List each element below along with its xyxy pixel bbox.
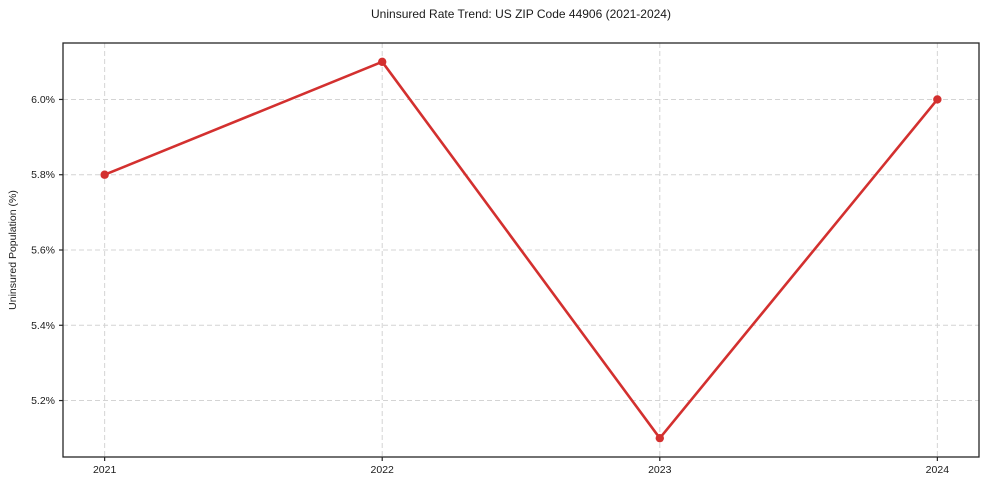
x-tick-label: 2022: [371, 464, 395, 476]
data-point-2021: [100, 170, 109, 179]
y-tick-label: 6.0%: [31, 94, 55, 106]
trend-line: [103, 60, 939, 440]
x-tick-label: 2023: [648, 464, 672, 476]
data-point-2023: [655, 433, 664, 443]
x-tick-label: 2021: [93, 464, 117, 476]
y-tick-label: 5.6%: [31, 245, 55, 257]
chart-title: Uninsured Rate Trend: US ZIP Code 44906 …: [371, 7, 671, 21]
y-tick-label: 5.2%: [31, 395, 55, 407]
y-tick-label: 5.8%: [31, 169, 55, 181]
y-tick-label: 5.4%: [31, 320, 55, 332]
data-point-2022: [378, 57, 387, 67]
x-tick-label: 2024: [926, 464, 950, 476]
data-point-2024: [933, 95, 942, 104]
